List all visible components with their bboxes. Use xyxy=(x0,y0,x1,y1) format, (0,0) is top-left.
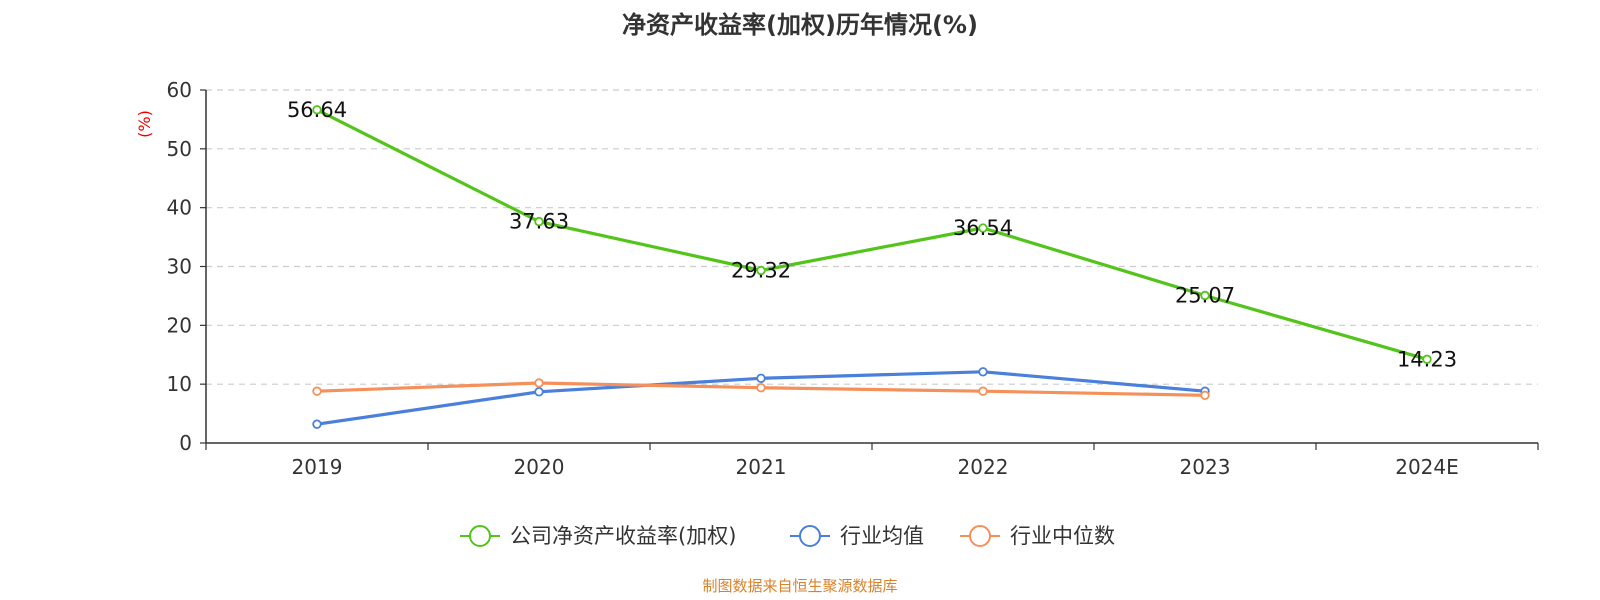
axes: 0 10 20 30 40 50 60 2019 2020 2021 2022 2023 2024E xyxy=(167,78,1539,479)
y-tick-label: 10 xyxy=(167,372,192,396)
data-label: 25.07 xyxy=(1175,284,1235,308)
y-tick-label: 60 xyxy=(167,78,192,102)
data-point[interactable] xyxy=(978,223,988,233)
data-point[interactable] xyxy=(978,386,988,396)
data-label: 37.63 xyxy=(509,210,569,234)
legend-label: 行业中位数 xyxy=(1010,524,1115,548)
legend-label: 行业均值 xyxy=(840,524,924,548)
series-line xyxy=(316,108,1428,361)
legend-label: 公司净资产收益率(加权) xyxy=(510,524,736,548)
y-tick-label: 40 xyxy=(167,196,192,220)
data-label: 36.54 xyxy=(953,216,1013,240)
x-tick-label: 2020 xyxy=(514,455,565,479)
data-label: 29.32 xyxy=(731,259,791,283)
legend-item[interactable]: 行业中位数 xyxy=(960,524,1115,548)
y-tick-label: 20 xyxy=(167,313,192,337)
legend-item[interactable]: 行业均值 xyxy=(790,524,924,548)
data-labels: 56.64 37.63 29.32 36.54 25.07 14.23 xyxy=(287,98,1457,372)
data-point[interactable] xyxy=(312,105,322,115)
legend-marker xyxy=(969,525,991,547)
data-point[interactable] xyxy=(534,378,544,388)
x-tick-label: 2022 xyxy=(958,455,1009,479)
y-tick-label: 50 xyxy=(167,137,192,161)
data-point[interactable] xyxy=(756,373,766,383)
data-point[interactable] xyxy=(978,367,988,377)
data-point[interactable] xyxy=(312,419,322,429)
y-tick-label: 30 xyxy=(167,255,192,279)
x-tick-label: 2024E xyxy=(1395,455,1459,479)
legend-item[interactable]: 公司净资产收益率(加权) xyxy=(460,524,736,548)
data-point[interactable] xyxy=(756,265,766,276)
legend[interactable]: 公司净资产收益率(加权) 行业均值 行业中位数 xyxy=(460,524,1115,548)
series-layer xyxy=(312,105,1432,429)
data-point[interactable] xyxy=(756,382,766,393)
y-tick-label: 0 xyxy=(179,431,192,455)
data-point[interactable] xyxy=(1200,290,1210,301)
data-label: 56.64 xyxy=(287,98,347,122)
x-tick-label: 2023 xyxy=(1180,455,1231,479)
chart-title: 净资产收益率(加权)历年情况(%) xyxy=(622,11,978,39)
y-axis-unit-label: (%) xyxy=(135,110,154,138)
source-note: 制图数据来自恒生聚源数据库 xyxy=(702,577,897,595)
data-point[interactable] xyxy=(534,387,544,397)
data-point[interactable] xyxy=(312,386,322,396)
data-point[interactable] xyxy=(1422,354,1432,364)
grid-lines xyxy=(206,89,1538,385)
legend-marker xyxy=(469,525,491,547)
x-tick-label: 2019 xyxy=(292,455,343,479)
legend-marker xyxy=(799,525,821,547)
data-label: 14.23 xyxy=(1397,347,1457,371)
x-tick-label: 2021 xyxy=(736,455,787,479)
data-point[interactable] xyxy=(1200,390,1210,401)
data-point[interactable] xyxy=(534,216,544,227)
